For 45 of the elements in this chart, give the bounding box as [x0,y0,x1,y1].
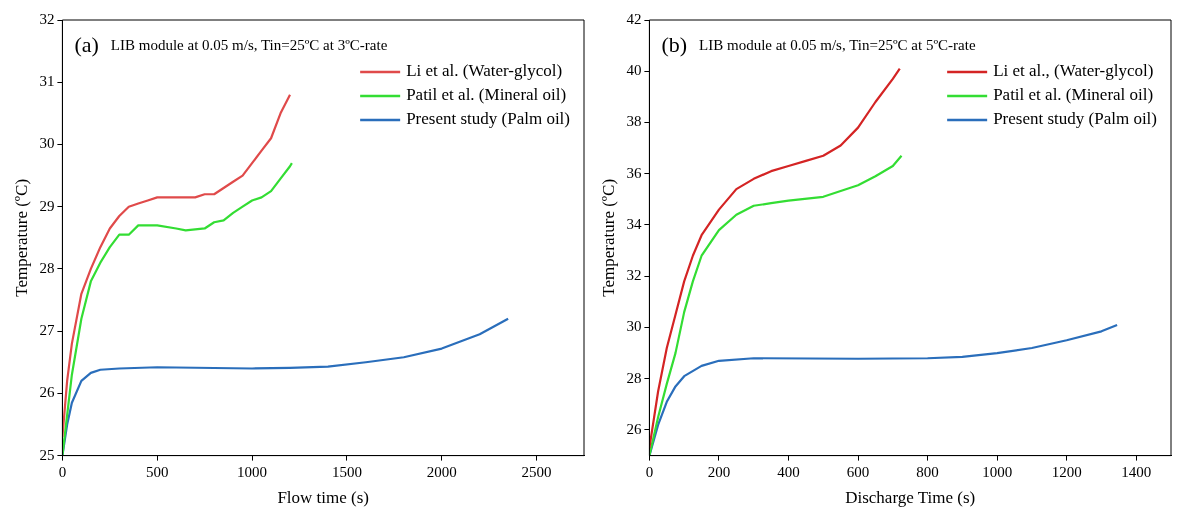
y-tick-label: 26 [39,384,55,401]
annotation: LIB module at 0.05 m/s, Tin=25ºC at 3ºC-rate [110,36,388,53]
y-axis-title: Temperature (ºC) [11,178,31,297]
x-tick-label: 1000 [982,463,1013,480]
x-tick-label: 1400 [1121,463,1152,480]
legend-label: Li et al., (Water-glycol) [993,61,1154,81]
legend-label: Present study (Palm oil) [406,109,571,129]
y-tick-label: 30 [39,135,55,152]
y-tick-label: 32 [39,10,55,27]
x-tick-label: 1200 [1051,463,1082,480]
x-tick-label: 2500 [521,463,552,480]
y-tick-label: 29 [39,197,55,214]
legend-label: Patil et al. (Mineral oil) [406,85,567,105]
x-tick-label: 600 [846,463,870,480]
x-tick-label: 800 [916,463,939,480]
x-axis-title: Flow time (s) [277,488,369,508]
y-tick-label: 28 [39,259,55,276]
y-tick-label: 31 [39,73,55,90]
annotation: (b) [661,31,688,57]
y-axis-title: Temperature (ºC) [598,178,618,297]
legend-label: Patil et al. (Mineral oil) [993,85,1154,105]
y-tick-label: 30 [626,318,642,335]
x-tick-label: 0 [58,463,67,480]
x-tick-label: 400 [777,463,800,480]
y-tick-label: 40 [626,62,642,79]
y-tick-label: 38 [626,113,642,130]
x-tick-label: 200 [707,463,731,480]
x-tick-label: 1000 [237,463,268,480]
legend-label: Li et al. (Water-glycol) [406,61,563,81]
y-tick-label: 34 [626,215,642,232]
annotation: LIB module at 0.05 m/s, Tin=25ºC at 5ºC-rate [699,36,976,53]
y-tick-label: 25 [39,446,55,463]
x-tick-label: 1500 [331,463,362,480]
x-axis-title: Discharge Time (s) [845,488,976,508]
legend-label: Present study (Palm oil) [993,109,1158,129]
y-tick-label: 36 [626,164,642,181]
y-tick-label: 42 [626,10,642,27]
y-tick-label: 27 [39,322,55,339]
y-tick-label: 28 [626,369,642,386]
y-tick-label: 26 [626,420,642,437]
y-tick-label: 32 [626,267,642,284]
x-tick-label: 500 [145,463,169,480]
annotation: (a) [74,31,99,57]
x-tick-label: 2000 [426,463,457,480]
x-tick-label: 0 [645,463,654,480]
